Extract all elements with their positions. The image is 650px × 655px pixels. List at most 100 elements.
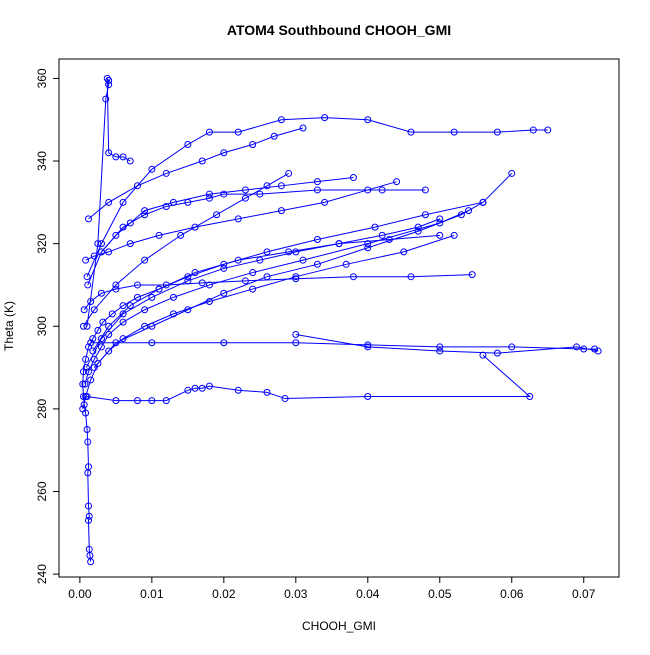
data-point [97,248,105,256]
data-point [184,273,192,281]
data-point [292,331,300,339]
data-point [220,190,228,198]
data-point [234,256,242,264]
y-tick-label: 360 [35,68,49,88]
data-point [119,302,127,310]
data-point [436,347,444,355]
data-series [82,215,444,372]
data-point [508,169,516,177]
y-tick-label: 300 [35,316,49,336]
data-point [90,252,98,260]
data-point [177,231,185,239]
x-tick-label: 0.07 [572,587,596,601]
data-point [249,141,257,149]
x-tick-label: 0.04 [356,587,380,601]
data-point [105,198,113,206]
data-point [349,273,357,281]
x-tick-label: 0.05 [428,587,452,601]
data-point [81,380,89,388]
data-point [133,281,141,289]
data-point [112,339,120,347]
data-point [414,227,422,235]
data-point [83,273,91,281]
data-point [82,256,90,264]
data-point [82,364,90,372]
data-point [94,240,102,248]
data-series [87,331,602,357]
data-point [155,285,163,293]
data-point [493,128,501,136]
data-point [436,343,444,351]
data-point [191,269,199,277]
data-point [263,388,271,396]
series-line [86,117,548,277]
data-point [220,149,228,157]
data-series [84,186,429,289]
data-point [256,190,264,198]
data-point [184,277,192,285]
series-line [83,274,473,311]
data-point [313,178,321,186]
data-point [292,273,300,281]
data-point [378,231,386,239]
data-point [89,335,97,343]
data-point [162,397,170,405]
data-point [83,392,91,400]
data-point [364,244,372,252]
data-point [184,306,192,314]
x-axis-label: CHOOH_GMI [302,619,376,633]
data-point [342,260,350,268]
data-point [112,397,120,405]
data-point [414,223,422,231]
data-point [385,236,393,244]
data-point [112,281,120,289]
data-point [234,386,242,394]
data-point [87,376,95,384]
data-point [249,269,257,277]
data-point [94,326,102,334]
data-point [85,502,93,510]
data-series [90,198,487,372]
data-point [94,359,102,367]
data-point [85,343,93,351]
data-point [89,347,97,355]
data-point [79,405,87,413]
data-point [285,169,293,177]
data-point [400,248,408,256]
data-point [436,219,444,227]
data-point [99,318,107,326]
data-point [281,395,289,403]
data-point [97,240,105,248]
data-point [299,256,307,264]
data-point [105,81,113,89]
data-point [79,380,87,388]
data-point [85,463,93,471]
data-point [457,211,465,219]
data-point [544,126,552,134]
data-point [105,322,113,330]
data-point [133,293,141,301]
data-point [241,186,249,194]
data-series [80,271,476,314]
data-point [364,116,372,124]
data-point [364,341,372,349]
data-point [436,231,444,239]
data-point [85,215,93,223]
data-point [299,124,307,132]
y-tick-label: 260 [35,481,49,501]
data-point [364,240,372,248]
data-point [263,182,271,190]
data-point [119,335,127,343]
data-point [277,116,285,124]
data-point [162,169,170,177]
data-point [141,306,149,314]
data-point [313,186,321,194]
data-point [169,198,177,206]
data-series [81,207,473,388]
data-point [126,240,134,248]
data-point [126,157,134,165]
data-point [148,339,156,347]
series-line [93,201,484,368]
